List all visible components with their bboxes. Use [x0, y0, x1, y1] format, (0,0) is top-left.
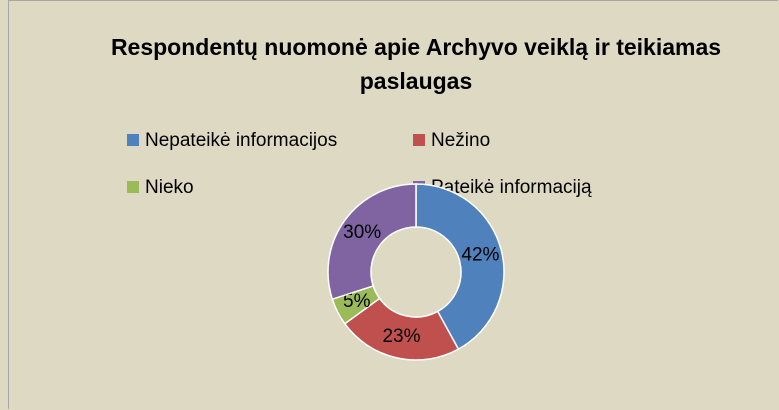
pie-slice	[327, 183, 417, 301]
pie-slice	[343, 297, 460, 361]
chart-title: Respondentų nuomonė apie Archyvo veiklą …	[110, 34, 722, 94]
legend-label: Nepateikė informacijos	[145, 130, 337, 151]
data-label: 23%	[382, 326, 420, 347]
legend-label: Nežino	[431, 130, 490, 151]
data-label: 42%	[461, 244, 499, 265]
legend-label: Pateikė informaciją	[431, 177, 592, 198]
legend-swatch	[127, 181, 139, 193]
data-label: 5%	[343, 291, 371, 312]
legend-swatch	[127, 134, 139, 146]
legend-swatch	[413, 134, 425, 146]
legend-label: Nieko	[145, 177, 194, 198]
pie-slice	[415, 183, 505, 351]
data-label: 30%	[343, 222, 381, 243]
chart-frame	[8, 0, 778, 409]
